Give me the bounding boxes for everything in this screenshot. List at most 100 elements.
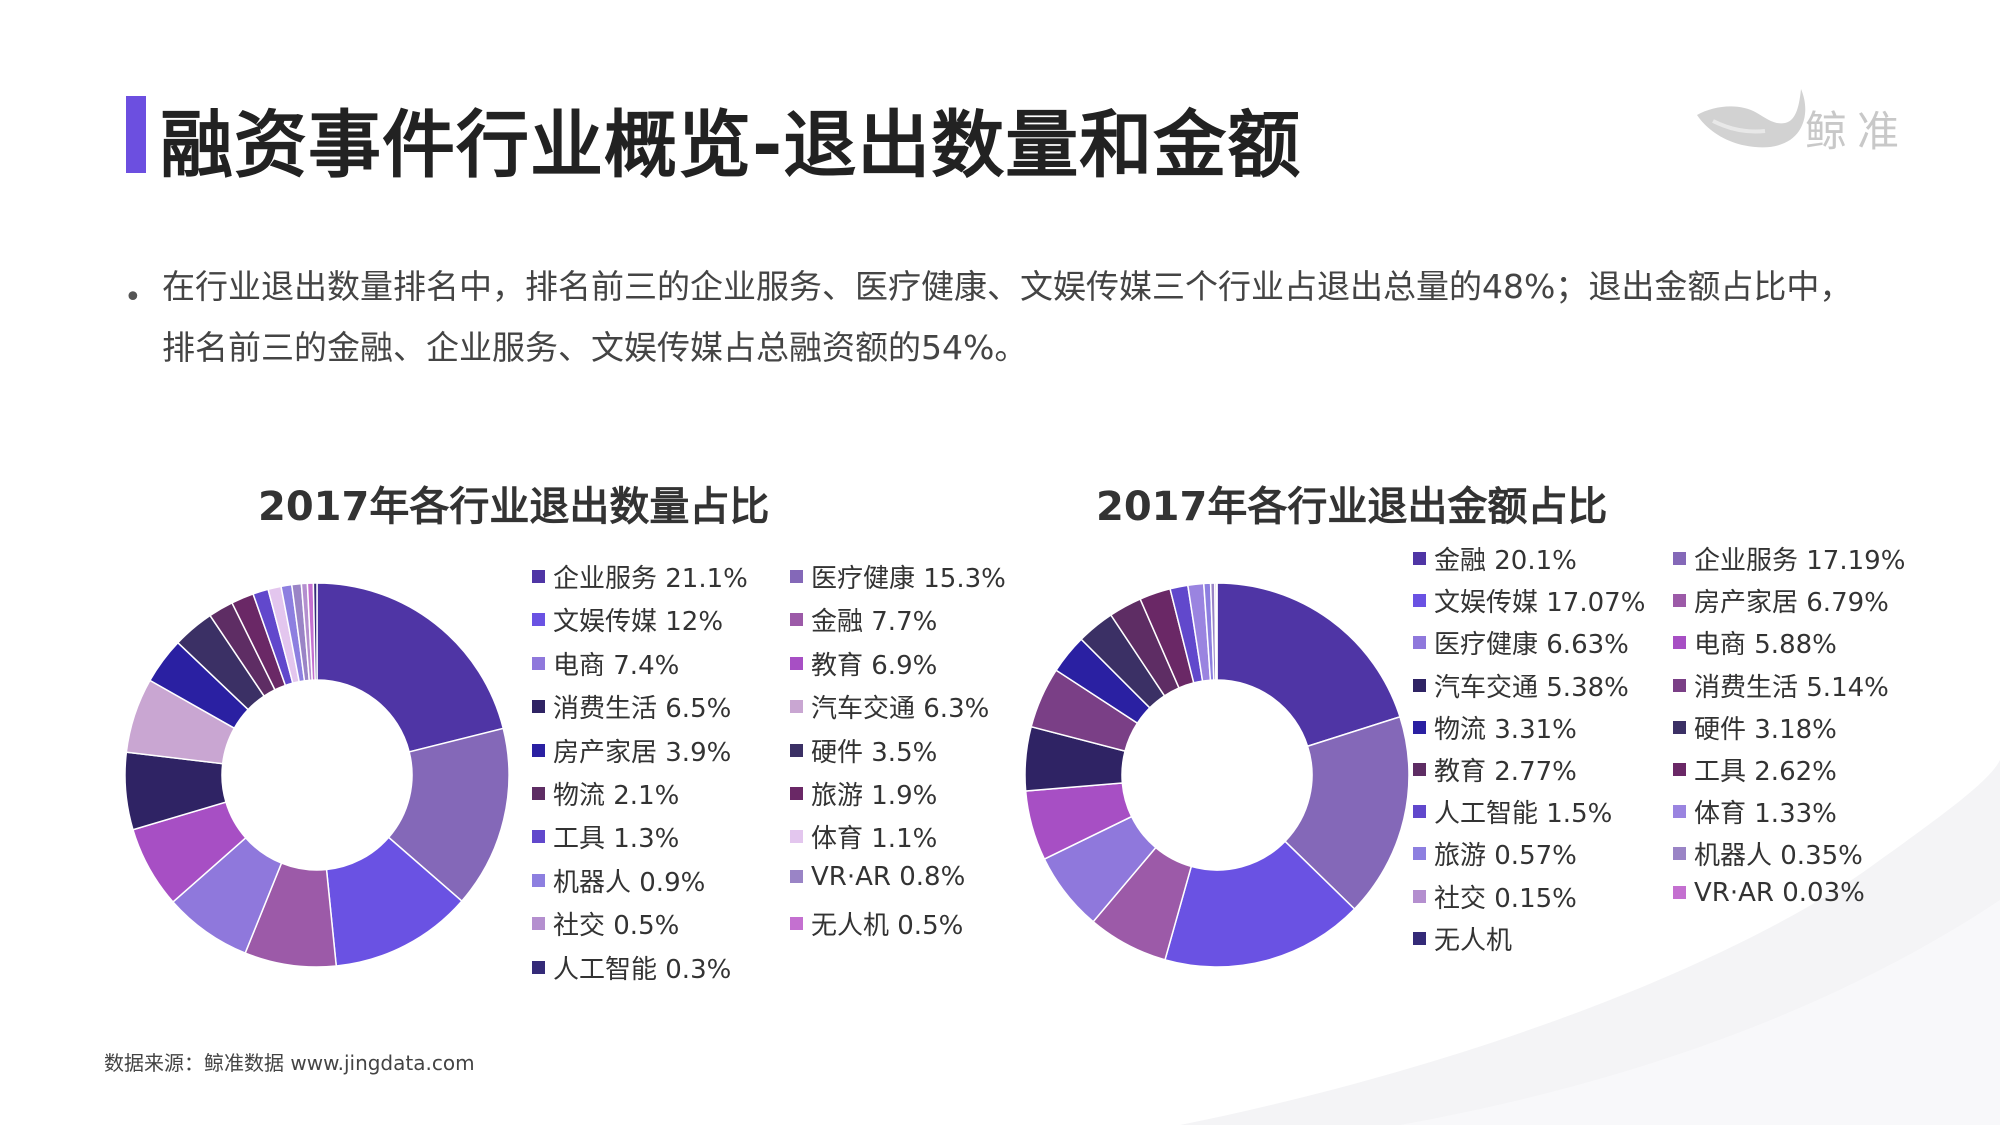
legend-item-0-5: 教育 6.9% <box>790 645 937 682</box>
legend-label: 工具 2.62% <box>1694 757 1837 787</box>
legend-swatch <box>1413 763 1426 776</box>
legend-item-1-15: 机器人 0.35% <box>1673 835 1863 872</box>
legend-swatch <box>1413 847 1426 861</box>
legend-label: 电商 5.88% <box>1694 630 1837 661</box>
legend-swatch <box>790 700 803 714</box>
legend-label: 文娱传媒 12% <box>553 607 724 638</box>
page-title: 融资事件行业概览-退出数量和金额 <box>160 103 1302 188</box>
whale-logo-icon <box>1697 89 1806 148</box>
legend-item-1-3: 房产家居 6.79% <box>1673 582 1889 619</box>
legend-label: 机器人 0.35% <box>1694 841 1863 872</box>
legend-label: 物流 3.31% <box>1434 714 1577 745</box>
legend-label: 硬件 3.18% <box>1694 714 1837 745</box>
legend-item-0-12: 工具 1.3% <box>532 818 679 855</box>
legend-swatch <box>790 830 803 844</box>
legend-swatch <box>1413 552 1426 565</box>
legend-label: 人工智能 1.5% <box>1434 799 1613 830</box>
legend-swatch <box>790 656 803 670</box>
legend-label: VR·AR 0.8% <box>811 861 966 892</box>
legend-item-0-13: 体育 1.1% <box>790 818 937 855</box>
legend-item-0-4: 电商 7.4% <box>532 645 679 682</box>
legend-item-1-11: 工具 2.62% <box>1673 751 1837 788</box>
legend-item-1-0: 金融 20.1% <box>1413 540 1577 577</box>
legend-swatch <box>532 570 545 583</box>
legend-item-1-18: 无人机 <box>1413 920 1512 957</box>
legend-item-1-12: 人工智能 1.5% <box>1413 793 1612 830</box>
legend-label: 社交 0.15% <box>1434 883 1577 914</box>
legend-label: VR·AR 0.03% <box>1694 877 1865 908</box>
legend-label: 文娱传媒 17.07% <box>1434 588 1646 619</box>
legend-label: 企业服务 17.19% <box>1694 546 1906 576</box>
legend-label: 电商 7.4% <box>553 650 680 681</box>
legend-label: 旅游 1.9% <box>811 781 938 811</box>
legend-swatch <box>1413 720 1426 734</box>
legend-label: 汽车交通 6.3% <box>811 694 990 725</box>
legend-swatch <box>1413 805 1426 819</box>
legend-label: 硬件 3.5% <box>811 737 938 768</box>
legend-swatch <box>1673 886 1686 900</box>
legend-item-1-17: VR·AR 0.03% <box>1673 878 1865 908</box>
legend-swatch <box>1673 678 1686 692</box>
legend-item-1-4: 医疗健康 6.63% <box>1413 624 1629 661</box>
legend-label: 消费生活 5.14% <box>1694 672 1889 703</box>
legend-label: 社交 0.5% <box>553 911 680 942</box>
legend-label: 房产家居 3.9% <box>553 737 732 768</box>
legend-item-0-15: VR·AR 0.8% <box>790 862 965 892</box>
legend-label: 机器人 0.9% <box>553 867 706 898</box>
legend-label: 企业服务 21.1% <box>553 564 748 594</box>
legend-swatch <box>532 700 545 714</box>
legend-item-0-16: 社交 0.5% <box>532 905 679 942</box>
legend-item-0-8: 房产家居 3.9% <box>532 732 731 769</box>
donut-chart-count <box>124 582 510 968</box>
legend-swatch <box>532 787 545 800</box>
legend-item-1-1: 企业服务 17.19% <box>1673 540 1905 577</box>
legend-item-1-9: 硬件 3.18% <box>1673 709 1837 746</box>
legend-swatch <box>1673 594 1686 608</box>
legend-swatch <box>532 743 545 757</box>
pie-slice-0-0 <box>316 582 505 753</box>
legend-swatch <box>532 656 545 670</box>
legend-swatch <box>532 873 545 887</box>
legend-item-1-5: 电商 5.88% <box>1673 624 1837 661</box>
legend-item-0-7: 汽车交通 6.3% <box>790 688 989 725</box>
legend-label: 金融 20.1% <box>1434 546 1577 576</box>
legend-item-1-13: 体育 1.33% <box>1673 793 1837 830</box>
legend-label: 工具 1.3% <box>553 824 680 855</box>
legend-item-0-17: 无人机 0.5% <box>790 905 963 942</box>
legend-label: 教育 6.9% <box>811 650 938 681</box>
legend-label: 金融 7.7% <box>811 607 938 638</box>
legend-swatch <box>1673 720 1686 734</box>
bullet-dot: • <box>124 280 142 315</box>
legend-swatch <box>790 787 803 800</box>
legend-label: 消费生活 6.5% <box>553 694 732 725</box>
legend-label: 物流 2.1% <box>553 781 680 811</box>
legend-swatch <box>1673 636 1686 650</box>
legend-item-0-11: 旅游 1.9% <box>790 775 937 812</box>
pie-slice-0-18 <box>312 582 318 681</box>
legend-item-1-10: 教育 2.77% <box>1413 751 1577 788</box>
legend-swatch <box>1413 931 1426 945</box>
pie-slice-1-1 <box>1283 715 1410 911</box>
legend-swatch <box>532 960 545 974</box>
legend-label: 人工智能 0.3% <box>553 954 732 985</box>
description-text: 在行业退出数量排名中，排名前三的企业服务、医疗健康、文娱传媒三个行业占退出总量的… <box>162 267 1853 367</box>
legend-label: 无人机 <box>1434 925 1513 956</box>
legend-swatch <box>1673 847 1686 861</box>
legend-label: 房产家居 6.79% <box>1694 588 1889 619</box>
chart-title-count: 2017年各行业退出数量占比 <box>258 484 770 530</box>
donut-chart-amount <box>1024 582 1410 968</box>
legend-item-1-8: 物流 3.31% <box>1413 709 1577 746</box>
legend-swatch <box>532 917 545 931</box>
legend-swatch <box>1673 552 1686 565</box>
legend-label: 医疗健康 15.3% <box>811 564 1006 594</box>
legend-label: 医疗健康 6.63% <box>1434 630 1629 661</box>
data-source: 数据来源：鲸准数据 www.jingdata.com <box>104 1051 475 1075</box>
legend-swatch <box>1413 678 1426 692</box>
legend-swatch <box>1673 763 1686 776</box>
legend-label: 汽车交通 5.38% <box>1434 672 1629 703</box>
pie-slice-1-0 <box>1216 582 1401 748</box>
legend-item-0-3: 金融 7.7% <box>790 601 937 638</box>
chart-title-amount: 2017年各行业退出金额占比 <box>1096 484 1608 530</box>
legend-swatch <box>790 917 803 931</box>
